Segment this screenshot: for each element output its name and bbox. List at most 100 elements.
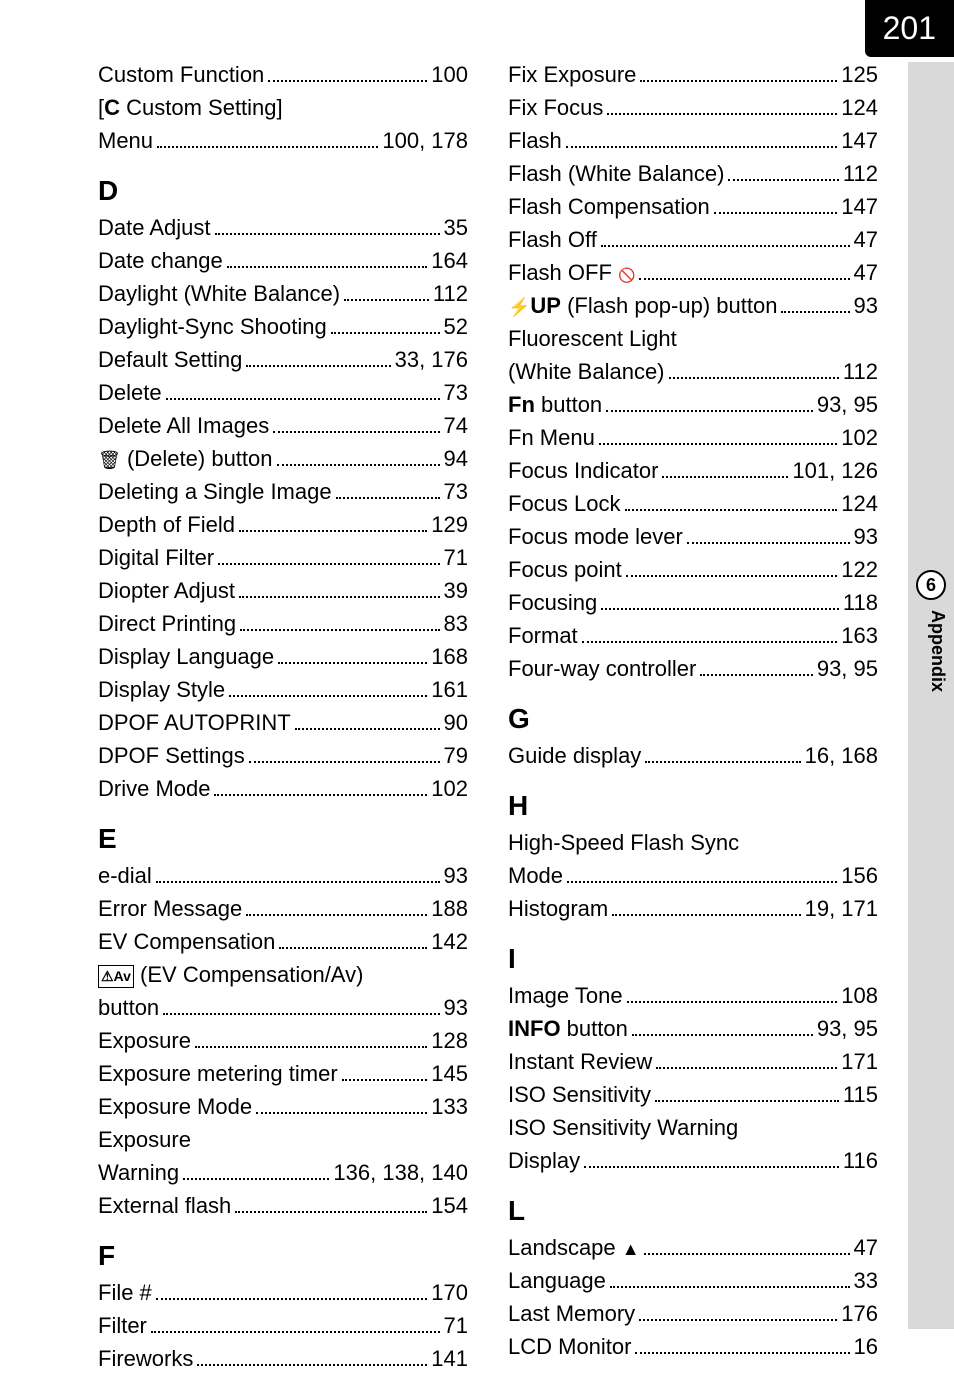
index-entry: Daylight (White Balance)112 [98,277,468,310]
index-entry: Last Memory176 [508,1297,878,1330]
index-entry: Landscape 47 [508,1231,878,1264]
index-entry: Fn Menu102 [508,421,878,454]
entry-label: INFO button [508,1012,628,1045]
entry-label: Fluorescent Light [508,322,677,355]
entry-label: Flash [508,124,562,157]
entry-label: Exposure Mode [98,1090,252,1123]
index-entry: Daylight-Sync Shooting52 [98,310,468,343]
leader-dots [344,299,429,301]
index-entry: DPOF Settings79 [98,739,468,772]
entry-pages: 73 [444,475,468,508]
index-entry: Focus point122 [508,553,878,586]
entry-pages: 164 [431,244,468,277]
index-entry: Histogram 19, 171 [508,892,878,925]
entry-label: Exposure metering timer [98,1057,338,1090]
index-entry: Direct Printing83 [98,607,468,640]
entry-label: Focus Indicator [508,454,658,487]
leader-dots [240,629,439,631]
entry-label: Focus mode lever [508,520,683,553]
entry-pages: 33, 176 [395,343,468,376]
entry-label: External flash [98,1189,231,1222]
entry-pages: 156 [841,859,878,892]
section-head: I [508,943,878,975]
index-entry: Language33 [508,1264,878,1297]
leader-dots [246,365,390,367]
entry-label: e-dial [98,859,152,892]
leader-dots [163,1013,439,1015]
entry-pages: 93, 95 [817,652,878,685]
index-entry: Filter71 [98,1309,468,1342]
entry-label: Daylight-Sync Shooting [98,310,327,343]
leader-dots [728,179,839,181]
index-entry: Mode156 [508,859,878,892]
entry-label: Filter [98,1309,147,1342]
index-entry: Depth of Field129 [98,508,468,541]
leader-dots [582,641,838,643]
entry-label: ⚠Av (EV Compensation/Av) [98,958,363,991]
section-head: D [98,175,468,207]
entry-label: [C Custom Setting] [98,91,283,124]
leader-dots [700,674,813,676]
entry-pages: 133 [431,1090,468,1123]
section-label: Appendix [927,610,948,692]
entry-pages: 147 [841,190,878,223]
entry-pages: 129 [431,508,468,541]
leader-dots [239,596,440,598]
leader-dots [584,1166,839,1168]
left-column: Custom Function100[C Custom Setting]Menu… [98,58,468,1375]
leader-dots [567,881,837,883]
index-entry: Guide display16, 168 [508,739,878,772]
index-entry: Fluorescent Light [508,322,878,355]
index-entry: ISO Sensitivity115 [508,1078,878,1111]
entry-pages: 154 [431,1189,468,1222]
leader-dots [249,761,440,763]
leader-dots [277,464,440,466]
leader-dots [625,509,838,511]
index-entry: (Delete) button94 [98,442,468,475]
leader-dots [256,1112,427,1114]
entry-pages: 93 [854,289,878,322]
index-entry: Deleting a Single Image73 [98,475,468,508]
index-entry: Date Adjust35 [98,211,468,244]
index-entry: Instant Review171 [508,1045,878,1078]
entry-pages: 93, 95 [817,1012,878,1045]
index-entry: Flash Off47 [508,223,878,256]
leader-dots [156,1298,427,1300]
entry-label: LCD Monitor [508,1330,631,1363]
leader-dots [268,80,427,82]
index-entry: Exposure128 [98,1024,468,1057]
leader-dots [273,431,439,433]
leader-dots [639,1319,837,1321]
leader-dots [246,914,427,916]
entry-label: Date Adjust [98,211,211,244]
entry-label: Landscape [508,1231,640,1264]
leader-dots [639,278,849,280]
index-entry: Digital Filter71 [98,541,468,574]
leader-dots [655,1100,839,1102]
entry-label: Display Style [98,673,225,706]
right-column: Fix Exposure125Fix Focus124Flash147Flash… [508,58,878,1375]
entry-label: Histogram [508,892,608,925]
entry-pages: 124 [841,91,878,124]
entry-pages: 19, 171 [805,892,878,925]
leader-dots [640,80,837,82]
entry-label: Flash Off [508,223,597,256]
leader-dots [278,662,427,664]
leader-dots [601,245,850,247]
entry-label: Exposure [98,1024,191,1057]
entry-label: Custom Function [98,58,264,91]
page-number: 201 [865,0,954,57]
entry-label: DPOF Settings [98,739,245,772]
entry-pages: 125 [841,58,878,91]
leader-dots [612,914,800,916]
entry-pages: 171 [841,1045,878,1078]
entry-label: Language [508,1264,606,1297]
index-entry: Display Language168 [98,640,468,673]
entry-pages: 108 [841,979,878,1012]
leader-dots [156,881,440,883]
leader-dots [627,1001,838,1003]
index-entry: Image Tone108 [508,979,878,1012]
index-entry: High-Speed Flash Sync [508,826,878,859]
leader-dots [336,497,440,499]
leader-dots [669,377,839,379]
